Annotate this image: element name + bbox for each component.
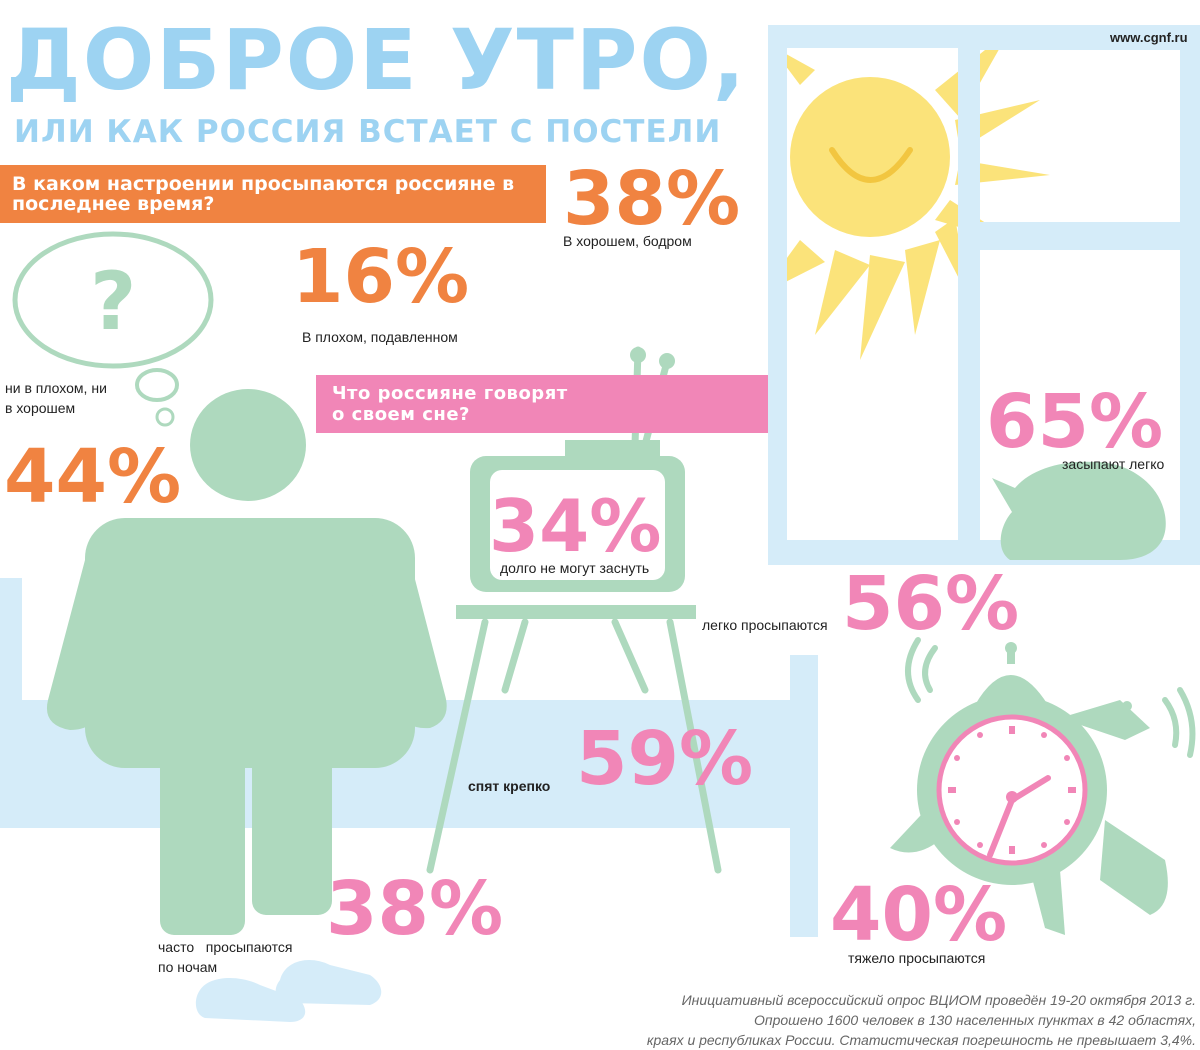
sun-icon: [787, 48, 1050, 360]
good-mood-label: В хорошем, бодром: [563, 233, 692, 249]
wake-hard-pct: 40%: [830, 872, 1008, 958]
footnote-line-2: Опрошено 1600 человек в 130 населенных п…: [754, 1012, 1196, 1028]
cat-icon: [992, 461, 1166, 560]
page-title: ДОБРОЕ УТРО,: [6, 11, 747, 109]
slippers-icon: [195, 960, 382, 1022]
fall-asleep-easy-label: засыпают легко: [1062, 456, 1165, 472]
sleep-question-text: Что россияне говорят о своем сне?: [332, 383, 568, 425]
wake-hard-label: тяжело просыпаются: [848, 950, 986, 966]
wake-at-night-pct: 38%: [326, 866, 504, 952]
bad-mood-pct: 16%: [292, 234, 470, 320]
tv-icon: [426, 346, 722, 874]
sleep-sound-pct: 59%: [576, 716, 754, 802]
alarm-clock-icon: [890, 637, 1196, 935]
footnote-line-1: Инициативный всероссийский опрос ВЦИОМ п…: [681, 992, 1196, 1008]
neutral-mood-label-1: ни в плохом, ни: [5, 380, 107, 396]
cant-sleep-label: долго не могут заснуть: [500, 560, 650, 576]
sleep-question-line-1: Что россияне говорят: [332, 383, 568, 404]
footnote-line-3: краях и республиках России. Статистическ…: [646, 1032, 1196, 1048]
sleep-question-banner: Что россияне говорят о своем сне?: [316, 375, 768, 433]
page-subtitle: ИЛИ КАК РОССИЯ ВСТАЕТ С ПОСТЕЛИ: [14, 114, 722, 150]
sleep-sound-label: спят крепко: [468, 778, 551, 794]
wake-at-night-label-1: часто просыпаются: [158, 939, 293, 955]
mood-question-text: В каком настроении просыпаются россияне …: [12, 173, 515, 215]
mood-question-banner: В каком настроении просыпаются россияне …: [0, 165, 546, 223]
wake-easy-label: легко просыпаются: [702, 617, 828, 633]
cant-sleep-pct: 34%: [489, 490, 662, 562]
neutral-mood-label-2: в хорошем: [5, 400, 76, 416]
fall-asleep-easy-pct: 65%: [986, 379, 1164, 465]
question-mark-icon: ?: [90, 255, 137, 348]
good-mood-pct: 38%: [563, 156, 741, 242]
person-icon: [46, 389, 447, 935]
site-url: www.cgnf.ru: [1110, 30, 1188, 45]
sleep-question-line-2: о своем сне?: [332, 404, 471, 425]
survey-footnote: Инициативный всероссийский опрос ВЦИОМ п…: [576, 990, 1196, 1050]
wake-easy-pct: 56%: [842, 561, 1020, 647]
thought-bubble-icon: [12, 231, 214, 427]
wake-at-night-label-2: по ночам: [158, 959, 218, 975]
neutral-mood-pct: 44%: [4, 434, 182, 520]
bad-mood-label: В плохом, подавленном: [302, 329, 458, 345]
